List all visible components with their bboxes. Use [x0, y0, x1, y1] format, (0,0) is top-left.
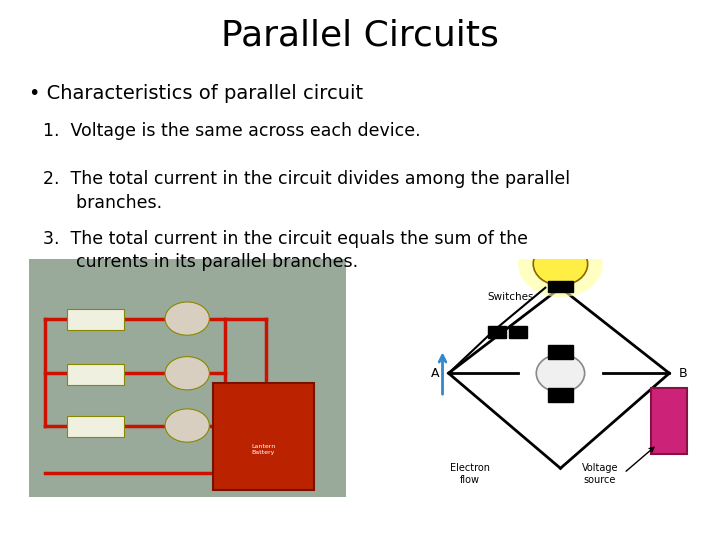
- Circle shape: [534, 242, 588, 285]
- Text: • Characteristics of parallel circuit: • Characteristics of parallel circuit: [29, 84, 363, 103]
- Bar: [212, 383, 314, 490]
- Bar: [549, 345, 572, 359]
- Bar: [549, 281, 572, 293]
- Text: Parallel Circuits: Parallel Circuits: [221, 19, 499, 53]
- Bar: [549, 388, 572, 402]
- Text: A: A: [431, 367, 439, 380]
- Bar: [67, 416, 124, 437]
- Text: 1.  Voltage is the same across each device.: 1. Voltage is the same across each devic…: [43, 122, 420, 139]
- Circle shape: [165, 302, 210, 335]
- Text: 3.  The total current in the circuit equals the sum of the
      currents in its: 3. The total current in the circuit equa…: [43, 230, 528, 271]
- Circle shape: [536, 354, 585, 392]
- Text: 2.  The total current in the circuit divides among the parallel
      branches.: 2. The total current in the circuit divi…: [43, 170, 570, 212]
- Bar: [651, 388, 688, 454]
- Circle shape: [518, 231, 603, 297]
- Text: Voltage
source: Voltage source: [582, 463, 618, 485]
- Text: B: B: [678, 367, 687, 380]
- Text: Lantern
Battery: Lantern Battery: [251, 444, 275, 455]
- Text: Electron
flow: Electron flow: [450, 463, 490, 485]
- Bar: [488, 326, 506, 338]
- Bar: [509, 326, 527, 338]
- Bar: [67, 309, 124, 330]
- Circle shape: [165, 356, 210, 390]
- Bar: [67, 364, 124, 385]
- Text: Switches: Switches: [488, 292, 534, 302]
- Circle shape: [165, 409, 210, 442]
